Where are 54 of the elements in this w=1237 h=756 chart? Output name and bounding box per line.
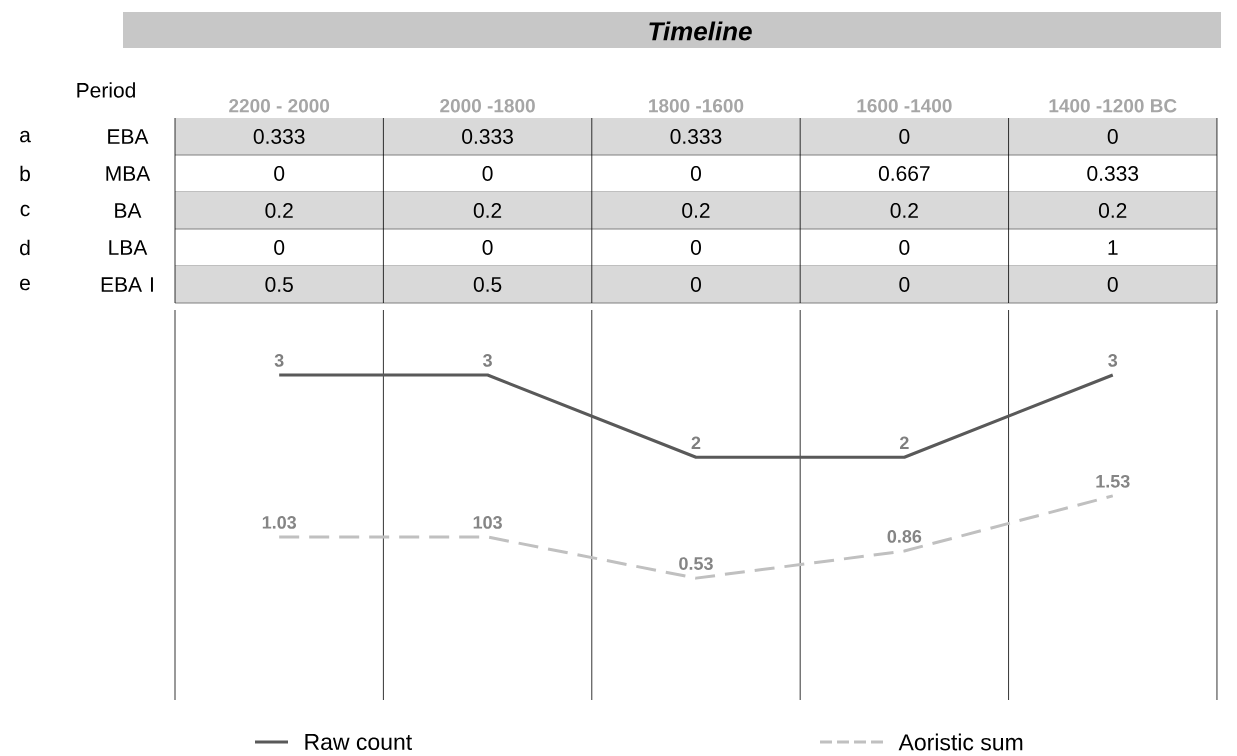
data-label: 0.333	[1087, 166, 1139, 181]
y-tick-label: BA	[115, 203, 142, 218]
y2-tick-label: d	[20, 239, 30, 256]
data-label: 0	[899, 129, 910, 144]
x-tick-label: 2000 -1800	[440, 99, 535, 113]
data-label: 0.333	[462, 129, 513, 144]
data-label: 0.667	[878, 166, 930, 181]
data-label: 0.2	[890, 203, 918, 218]
data-label: 0	[274, 240, 285, 255]
data-label: 0	[274, 166, 285, 181]
y2-tick-label: c	[20, 204, 30, 217]
y2-tick-label: b	[20, 165, 30, 182]
data-label: 0	[482, 166, 493, 181]
data-label: 0.333	[253, 129, 305, 144]
y-tick-label: EBA I	[101, 277, 153, 292]
data-label: 0.5	[265, 277, 293, 292]
data-label: 0	[1107, 129, 1118, 144]
data-label: 0.5	[473, 277, 502, 292]
y-tick-label: LBA	[109, 240, 148, 255]
data-label: 0	[690, 277, 701, 292]
data-label: 2	[691, 436, 701, 450]
y-tick-label: EBA	[108, 129, 149, 144]
x-tick-label: 1400 -1200 BC	[1049, 99, 1177, 113]
data-label: 0.333	[670, 129, 722, 144]
data-label: 0	[690, 240, 701, 255]
y2-tick-label: a	[20, 130, 31, 143]
y-axis-title: Period	[77, 82, 135, 98]
data-label: 1	[1108, 240, 1118, 255]
data-label: 0.2	[682, 203, 710, 218]
data-label: 3	[482, 354, 492, 367]
annotation: 103	[473, 516, 502, 529]
data-label: 0.2	[1098, 203, 1127, 218]
data-label: 0.2	[265, 203, 293, 218]
data-label: 1.03	[262, 516, 297, 529]
data-label: 3	[274, 354, 284, 367]
data-label: 0.53	[679, 557, 713, 570]
x-tick-label: 2200 - 2000	[229, 99, 330, 113]
data-label: 0	[899, 277, 910, 292]
y2-tick-label: e	[20, 278, 30, 291]
data-label: 0.86	[887, 530, 922, 543]
x-tick-label: 1600 -1400	[857, 99, 952, 113]
data-label: 0.2	[473, 203, 502, 218]
data-label: 0	[899, 240, 910, 255]
legend-label: Raw count	[305, 733, 412, 751]
data-label: 0	[1107, 277, 1118, 292]
data-label: 0	[690, 166, 701, 181]
y-tick-label: MBA	[106, 166, 151, 181]
data-label: 3	[1108, 354, 1118, 367]
chart-title: Timeline	[649, 21, 752, 41]
x-tick-label: 1800 -1600	[649, 99, 744, 113]
data-label: 0	[482, 240, 493, 255]
data-label: 1.53	[1096, 474, 1130, 488]
legend-label: Aoristic sum	[898, 733, 1023, 751]
data-label: 2	[899, 436, 909, 450]
